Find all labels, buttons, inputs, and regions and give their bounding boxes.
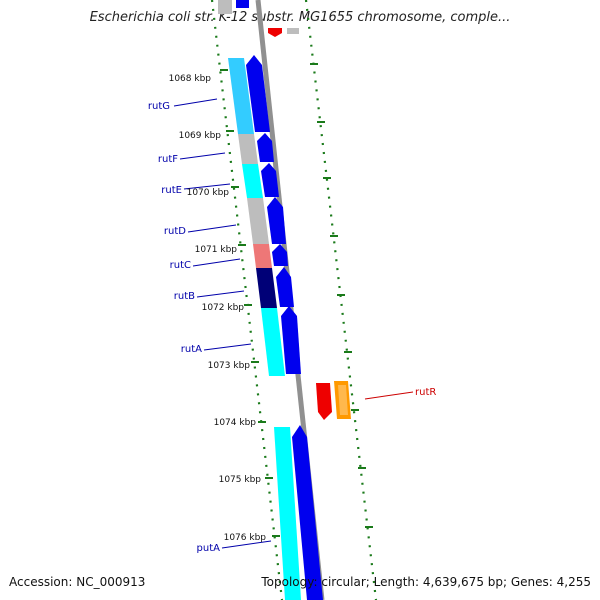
gene-label-rutR[interactable]: rutR: [415, 387, 436, 398]
tick-label: 1072 kbp: [202, 303, 245, 313]
genome-stats-label: Topology: circular; Length: 4,639,675 bp…: [261, 575, 591, 589]
cog-blocks: [228, 58, 301, 600]
gene-arrow-rutB[interactable]: [276, 267, 294, 307]
right-ruler-dots: [304, 0, 378, 600]
gene-arrow-rutD[interactable]: [267, 197, 286, 244]
cog-block-putA: [274, 427, 301, 600]
tick-label: 1075 kbp: [219, 475, 262, 485]
cog-block-rutG: [228, 58, 254, 134]
gene-arrow-putA[interactable]: [292, 425, 323, 600]
feature-top-cog: [218, 0, 232, 14]
gene-arrow-rutA[interactable]: [281, 306, 301, 374]
cog-block-rutE: [242, 164, 263, 198]
feature-top-red: [268, 28, 282, 37]
feature-top-blue: [236, 0, 249, 8]
gene-arrow-rutC[interactable]: [272, 244, 288, 266]
cog-block-rutD: [247, 198, 269, 244]
tick-marks: [220, 63, 373, 537]
gene-label-rutF[interactable]: rutF: [158, 154, 178, 165]
tick-label: 1069 kbp: [179, 131, 222, 141]
gene-arrow-rutG[interactable]: [246, 55, 270, 132]
gene-arrow-rutE[interactable]: [261, 163, 279, 197]
gene-label-rutD[interactable]: rutD: [164, 226, 186, 237]
gene-arrows[interactable]: [246, 55, 323, 600]
label-leaders: [173, 98, 414, 549]
cog-block-rutC: [253, 244, 272, 268]
tick-label: 1076 kbp: [224, 533, 267, 543]
cog-block-rutA: [261, 308, 285, 376]
map-title: Escherichia coli str. K-12 substr. MG165…: [89, 10, 511, 25]
tick-label: 1068 kbp: [169, 74, 212, 84]
gene-label-rutB[interactable]: rutB: [174, 291, 195, 302]
tick-label: 1074 kbp: [214, 418, 257, 428]
gene-label-putA[interactable]: putA: [197, 543, 221, 554]
gene-arrow-rutF[interactable]: [257, 133, 274, 162]
cog-block-rutB: [256, 268, 277, 308]
gene-label-rutE[interactable]: rutE: [161, 185, 182, 196]
tick-label: 1070 kbp: [187, 188, 230, 198]
gene-arrow-rutR[interactable]: [316, 383, 332, 420]
left-ruler-dots: [210, 0, 284, 600]
gene-label-rutC[interactable]: rutC: [170, 260, 191, 271]
accession-label: Accession: NC_000913: [9, 575, 146, 589]
gene-label-rutA[interactable]: rutA: [181, 344, 202, 355]
tick-label: 1071 kbp: [195, 245, 238, 255]
gene-label-rutG[interactable]: rutG: [148, 101, 170, 112]
tick-label: 1073 kbp: [208, 361, 251, 371]
cog-block-rutF: [238, 134, 258, 164]
feature-top-gray: [287, 28, 299, 34]
